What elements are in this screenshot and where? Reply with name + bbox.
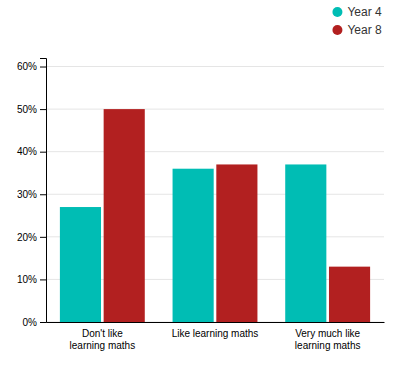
y-axis: 0% 10% 20% 30% 40% 50% 60%	[17, 59, 47, 328]
tick: 0%	[23, 317, 46, 328]
tick: 40%	[17, 146, 46, 157]
bar	[216, 164, 257, 322]
tick: 10%	[17, 274, 46, 285]
tick-label: 30%	[17, 189, 37, 200]
tick: 50%	[17, 104, 46, 115]
tick-mark	[40, 67, 46, 68]
tick-label: Don't likelearning maths	[70, 328, 136, 351]
tick-label-line: Like learning maths	[172, 328, 259, 339]
tick-label-line: Very much like	[295, 328, 360, 339]
series	[104, 109, 370, 322]
tick-label: Very much likelearning maths	[295, 328, 361, 351]
legend: Year 4 Year 8	[332, 5, 382, 37]
tick-label-line: learning maths	[295, 340, 361, 351]
axis-line	[40, 59, 47, 323]
tick-label: 20%	[17, 232, 37, 243]
grid-line	[46, 194, 384, 195]
plot: 0%10%20%30%40%50%60%Don't likelearning m…	[17, 59, 385, 352]
tick: Very much likelearning maths	[295, 322, 361, 351]
grid-line	[46, 109, 384, 110]
grid-line	[46, 66, 384, 67]
series	[60, 164, 326, 322]
tick-label: 40%	[17, 146, 37, 157]
chart-container: 0%10%20%30%40%50%60%Don't likelearning m…	[0, 0, 400, 374]
legend-marker	[332, 25, 342, 35]
tick-label: Like learning maths	[172, 328, 259, 339]
tick-mark	[40, 279, 46, 280]
legend-label: Year 8	[347, 23, 382, 37]
tick: Don't likelearning maths	[70, 322, 136, 351]
axis-line	[47, 322, 385, 323]
tick-label: 60%	[17, 61, 37, 72]
tick-mark	[40, 152, 46, 153]
bar	[285, 164, 326, 322]
legend-marker	[332, 7, 342, 17]
tick-mark	[40, 109, 46, 110]
tick-mark	[40, 322, 46, 323]
bar	[60, 207, 101, 322]
grid	[46, 67, 384, 322]
tick-mark	[40, 237, 46, 238]
chart: 0%10%20%30%40%50%60%Don't likelearning m…	[0, 0, 400, 374]
bars	[60, 109, 370, 322]
tick-label-line: Don't like	[82, 328, 123, 339]
legend-item: Year 4	[332, 5, 382, 19]
tick-mark	[40, 194, 46, 195]
bar	[104, 109, 145, 322]
tick: Like learning maths	[172, 322, 259, 339]
tick-label: 10%	[17, 274, 37, 285]
tick: 20%	[17, 232, 46, 243]
legend-label: Year 4	[347, 5, 382, 19]
grid-line	[46, 151, 384, 152]
tick: 30%	[17, 189, 46, 200]
tick-label: 0%	[23, 317, 38, 328]
x-axis: Don't likelearning mathsLike learning ma…	[47, 322, 385, 351]
tick-label: 50%	[17, 104, 37, 115]
bar	[329, 267, 370, 322]
tick: 60%	[17, 61, 46, 72]
tick-label-line: learning maths	[70, 340, 136, 351]
bar	[173, 169, 214, 322]
legend-item: Year 8	[332, 23, 382, 37]
